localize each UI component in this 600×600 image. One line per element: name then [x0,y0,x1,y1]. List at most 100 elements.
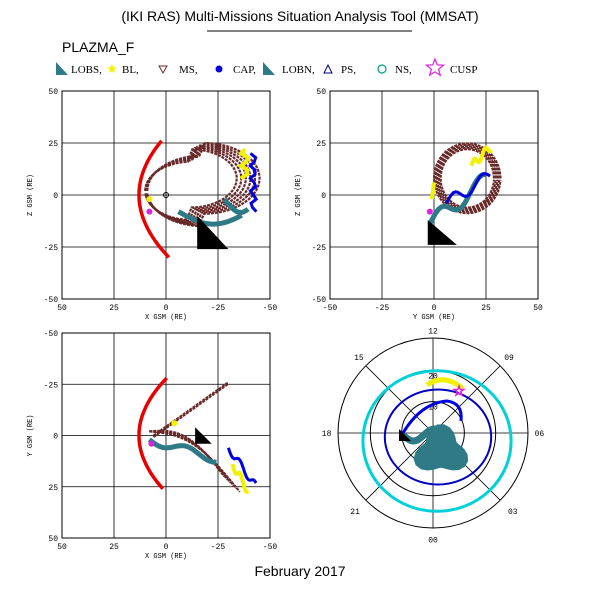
bl-track [429,182,436,200]
bl-marker [146,196,153,203]
legend-label: LOBN, [282,64,315,76]
x-tick-label: 25 [109,543,119,552]
figure-title: (IKI RAS) Multi-Missions Situation Analy… [121,8,478,24]
x-tick-label: 50 [533,304,543,313]
chart-panel-top-right: -50 -25 0 25 50 50 25 0 -25 -50 Y GSM (RE) Z GSM (R… [295,88,543,322]
y-tick-label: -50 [312,296,327,305]
bl-marker [171,420,178,427]
legend-item: CUSP [424,57,478,77]
mlt-label: 09 [504,354,514,363]
polar-spoke [365,432,434,501]
spacecraft-triangle-icon [195,427,212,444]
x-tick-label: 25 [109,304,119,313]
x-tick-label: 0 [164,304,169,313]
x-tick-label: -50 [263,543,278,552]
bl-track [425,377,465,391]
orbit-track-ms [432,142,502,215]
legend-label: CUSP [450,64,478,76]
y-axis-label: Z GSM (RE) [295,174,303,216]
legend-item: NS, [377,64,412,76]
y-tick-label: 50 [48,535,58,544]
spacecraft-triangle-icon [399,429,411,441]
orbit-track-ms [152,381,229,437]
orbit-track-ms [152,382,229,438]
legend-item: LOBS, [56,62,102,76]
y-tick-label: 0 [321,192,326,201]
x-tick-label: 0 [164,543,169,552]
panels: 50 25 0 -25 -50 50 25 0 -25 -50 X GSM (RE) Z GSM (R… [27,88,544,561]
lobe-region [413,424,469,471]
y-tick-label: -25 [44,244,59,253]
y-tick-label: -25 [44,381,59,390]
polar-spoke [365,365,434,434]
y-axis-label: Z GSM (RE) [27,174,35,216]
mlt-label: 18 [322,430,332,439]
orbit-track-ms [146,141,261,228]
legend-marker-triangle-icon [56,62,68,75]
x-tick-label: 50 [57,304,67,313]
lobe-track [222,197,250,215]
cusp-marker [146,208,153,215]
y-tick-label: 0 [53,433,58,442]
orbit-track-ms [149,430,235,487]
orbit-track-ms [149,430,241,493]
legend-item: LOBN, [263,62,315,76]
legend-label: NS, [395,64,412,76]
x-axis-label: Y GSM (RE) [413,314,455,322]
bl-track [469,145,493,167]
mlt-label: 21 [350,508,360,517]
legend-item: MS, [158,64,198,76]
cusp-marker [451,383,467,397]
legend-marker-circle-open-icon [377,64,387,74]
lobe-track [177,209,243,227]
x-tick-label: -50 [263,304,278,313]
legend-marker-circle-icon [215,65,223,73]
y-tick-label: 25 [48,140,58,149]
y-tick-label: -25 [312,244,327,253]
legend-label: LOBS, [71,64,102,76]
y-tick-label: 50 [48,88,58,97]
cusp-marker [148,440,155,447]
lobe-track [147,437,217,465]
spacecraft-triangle-icon [197,215,229,250]
bow-shock-curve [137,139,171,259]
mlt-label: 03 [508,508,518,517]
legend-item: PS, [323,63,356,76]
legend-marker-star-open-icon [424,57,446,77]
legend-label: MS, [179,64,198,76]
mission-name: PLAZMA_F [62,39,134,55]
bl-track [237,147,251,181]
legend-label: PS, [341,64,356,76]
date-footer: February 2017 [254,563,345,579]
chart-panel-bottom-left: 50 25 0 -25 -50 -50 -25 0 25 50 X GSM (RE) Y GSM (R… [27,330,277,561]
cusp-marker [426,208,433,215]
x-tick-label: -50 [323,304,338,313]
y-tick-label: 25 [316,140,326,149]
mlt-label: 06 [535,430,545,439]
y-tick-label: 0 [53,192,58,201]
earth-icon [163,192,169,198]
x-axis-label: X GSM (RE) [145,314,187,322]
x-tick-label: 25 [481,304,491,313]
orbit-track-ms [437,146,497,210]
orbit-track-ms [439,148,495,209]
legend-marker-triangle-up-icon [323,63,333,74]
x-tick-label: -25 [211,304,226,313]
orbit-track-ms [149,430,238,490]
orbit-track-ms [149,430,229,481]
legend-item: BL, [107,64,139,76]
y-tick-label: 50 [316,88,326,97]
ring-label: 10 [428,404,438,413]
chart-panel-bottom-right: 12 15 09 18 06 21 03 00 20 10 [322,327,545,545]
polar-spoke [432,365,501,434]
ring-label: 20 [428,372,438,381]
y-tick-label: -50 [44,330,59,339]
x-tick-label: 0 [432,304,437,313]
legend-marker-triangle-down-icon [158,65,168,75]
bow-shock-curve [137,376,168,490]
spacecraft-triangle-icon [427,219,457,245]
mlt-label: 12 [428,327,438,336]
cap-track [226,447,258,484]
